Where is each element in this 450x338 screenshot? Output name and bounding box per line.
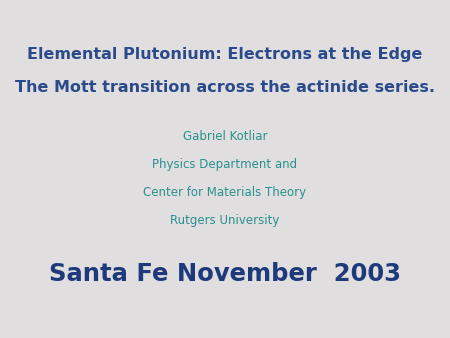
- Text: Santa Fe November  2003: Santa Fe November 2003: [49, 262, 401, 286]
- Text: Elemental Plutonium: Electrons at the Edge: Elemental Plutonium: Electrons at the Ed…: [27, 47, 423, 62]
- Text: Center for Materials Theory: Center for Materials Theory: [144, 186, 306, 199]
- Text: The Mott transition across the actinide series.: The Mott transition across the actinide …: [15, 80, 435, 95]
- Text: Physics Department and: Physics Department and: [153, 158, 297, 171]
- Text: Gabriel Kotliar: Gabriel Kotliar: [183, 130, 267, 143]
- Text: Rutgers University: Rutgers University: [170, 214, 280, 226]
